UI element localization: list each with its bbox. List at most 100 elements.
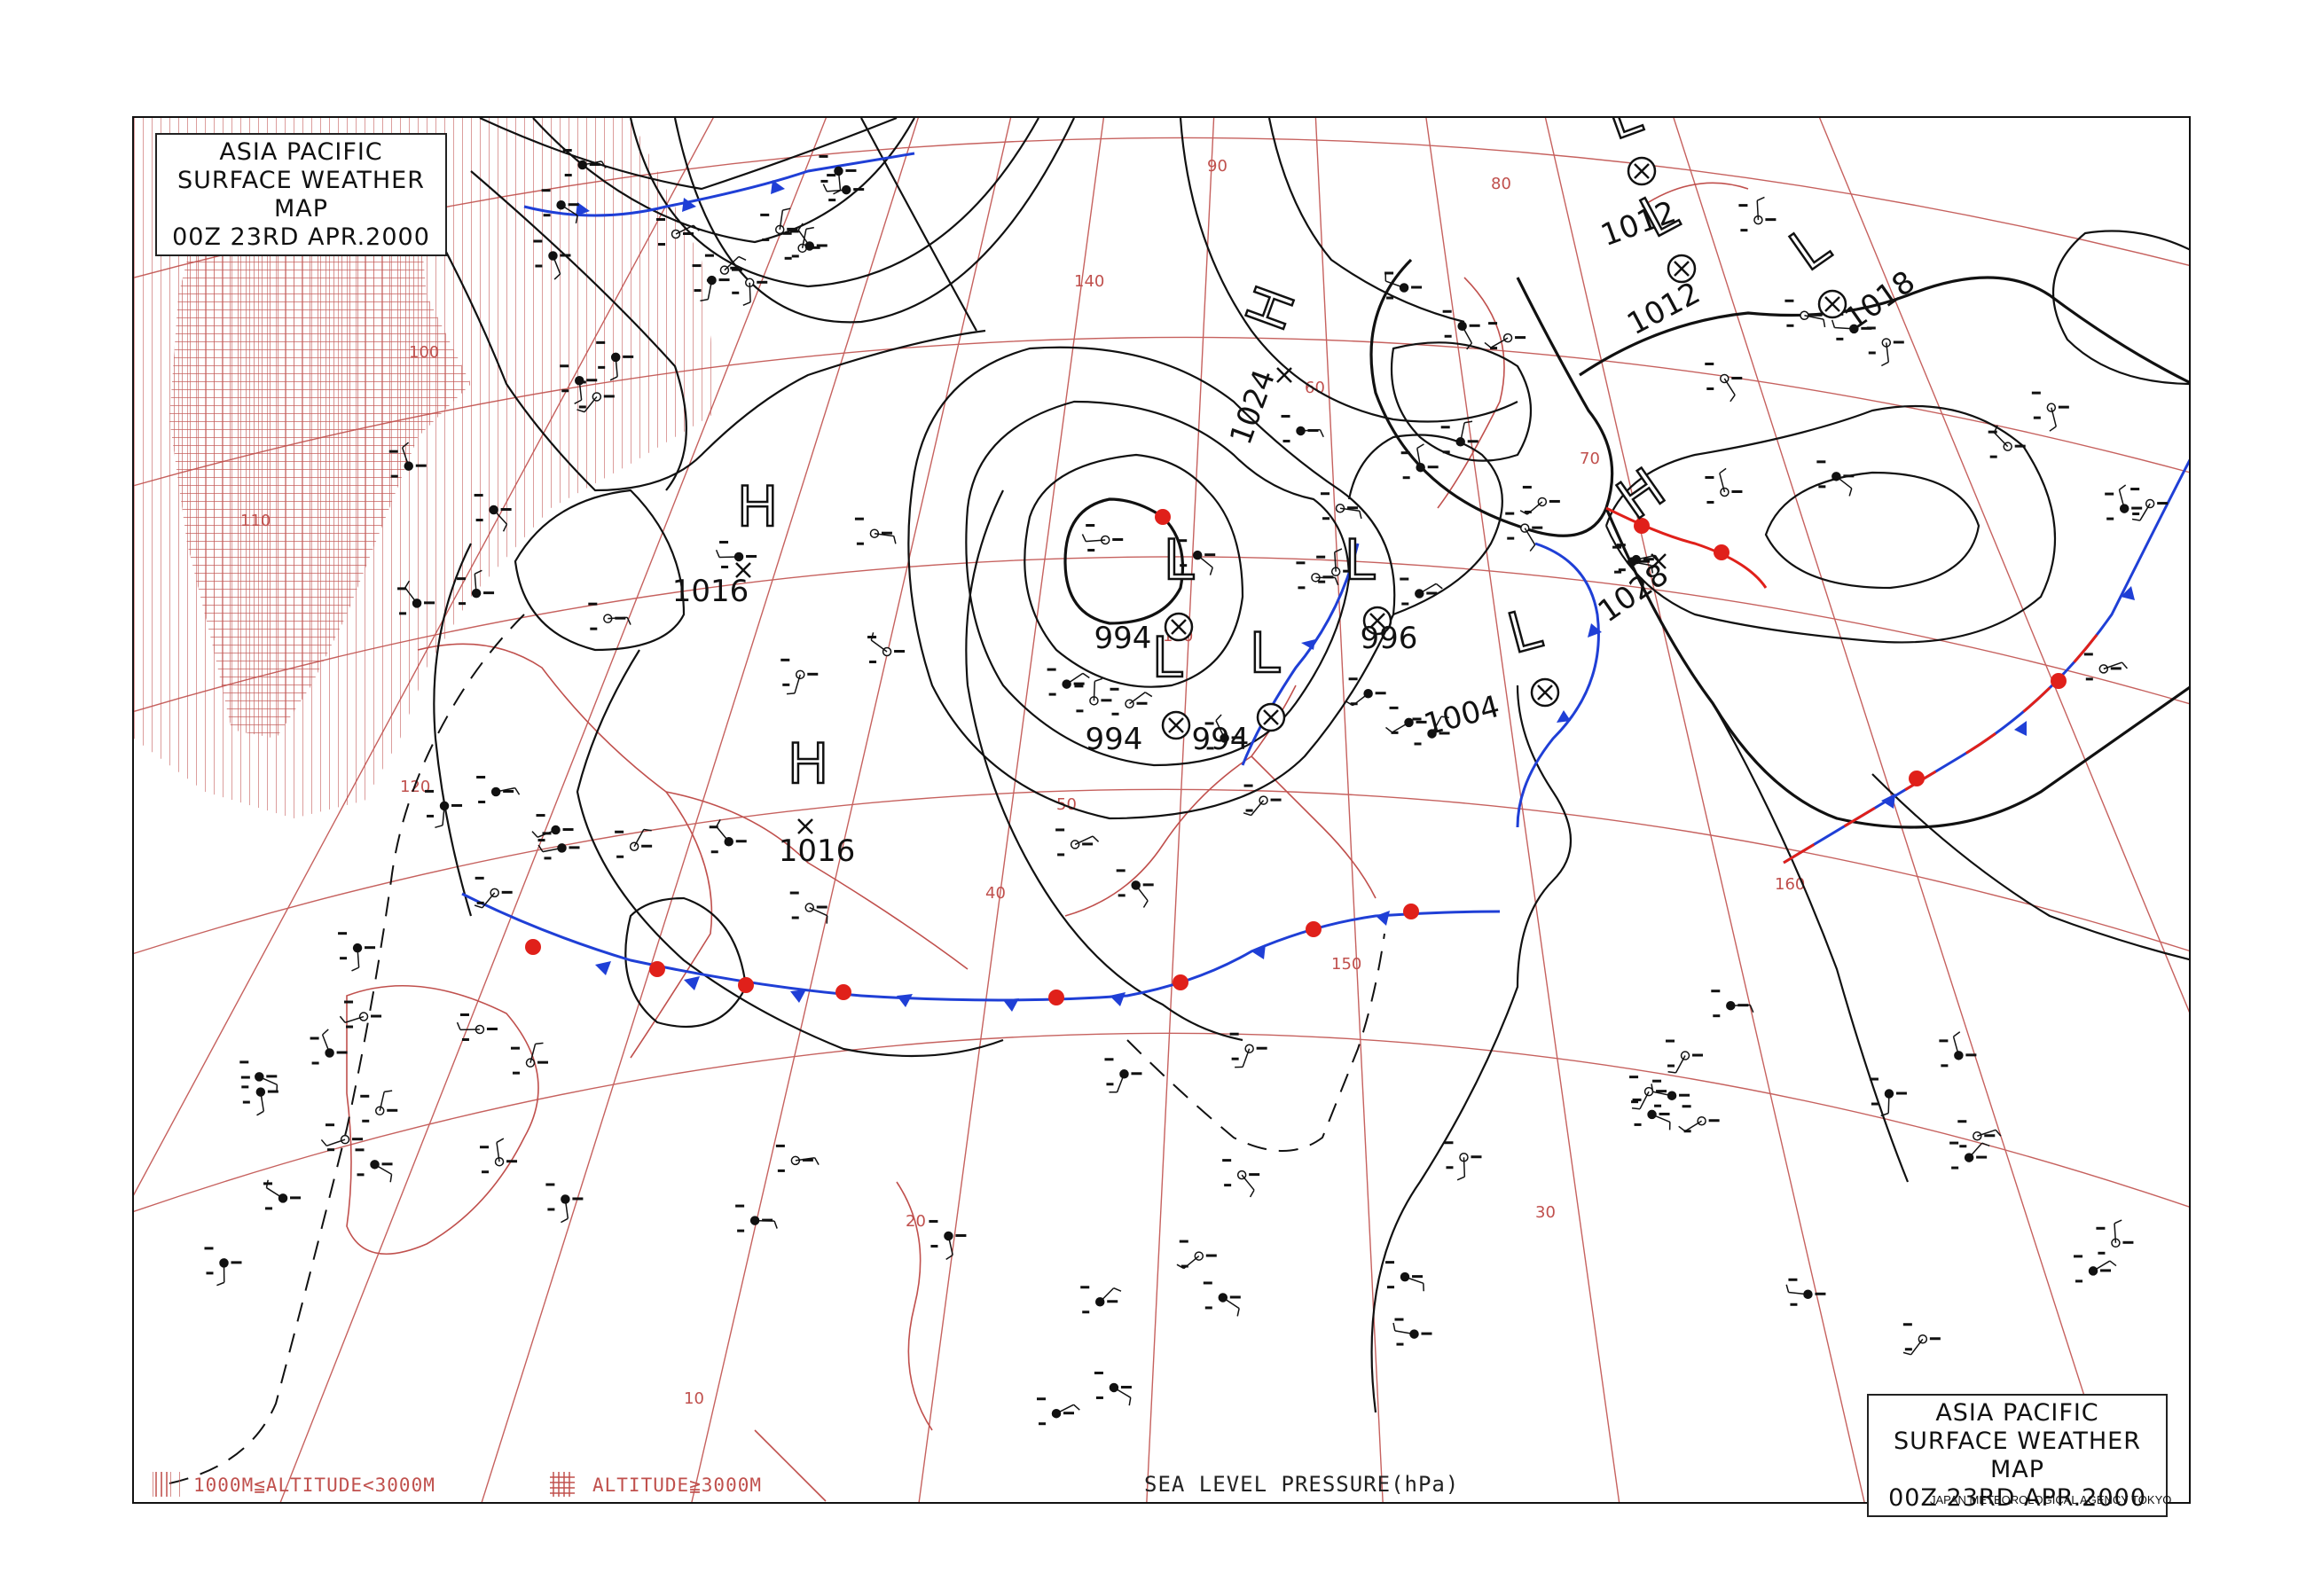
station-plot	[1988, 425, 2026, 458]
graticule-label: 50	[1056, 795, 1077, 814]
low-letter: L	[1598, 118, 1650, 153]
station-plot	[854, 517, 897, 545]
station-plot	[1281, 414, 1324, 442]
high-letter: H	[788, 732, 829, 796]
station-plot	[474, 494, 512, 532]
station-plot	[476, 775, 521, 803]
station-plot	[1104, 1058, 1142, 1093]
station-plot	[562, 149, 607, 177]
high-pressure-center: H 1024	[1223, 277, 1309, 450]
fronts	[461, 152, 2189, 1012]
station-plot	[1385, 706, 1427, 734]
station-plot	[692, 264, 730, 301]
station-plot	[2083, 653, 2128, 681]
title-line-2: SURFACE WEATHER MAP	[177, 166, 425, 223]
station-plot	[537, 832, 580, 860]
station-plot	[425, 789, 463, 829]
station-plot	[1869, 1077, 1907, 1117]
pressure-value: 996	[1361, 621, 1418, 656]
station-plot	[1705, 362, 1743, 403]
station-plot	[1081, 524, 1124, 552]
station-plot	[531, 814, 574, 842]
station-plot	[510, 1042, 548, 1075]
station-plot	[1866, 326, 1904, 367]
station-plot	[339, 1000, 382, 1029]
pressure-value: 1016	[779, 833, 856, 869]
station-plot	[1939, 1031, 1977, 1068]
high-letter: H	[737, 474, 779, 539]
graticule-label: 30	[1535, 1203, 1556, 1222]
low-letter: L	[1250, 621, 1281, 685]
station-plot	[1705, 467, 1743, 504]
weather-map: 102030405060708090100110120130140150160	[134, 118, 2189, 1502]
station-plot	[533, 239, 571, 280]
legend-swatch-low	[153, 1472, 186, 1497]
station-plot	[576, 380, 615, 413]
station-plot	[355, 1148, 393, 1183]
station-plot	[819, 154, 857, 195]
station-plot	[1178, 539, 1216, 575]
graticule-label: 10	[684, 1389, 704, 1408]
pressure-value: 994	[1086, 722, 1143, 757]
station-plot	[760, 207, 798, 241]
station-plot	[1412, 716, 1450, 746]
graticule-label: 150	[1331, 955, 1361, 974]
station-plot	[709, 819, 747, 854]
station-plot	[1678, 1105, 1720, 1133]
station-plot	[1110, 687, 1153, 716]
station-plot	[204, 1247, 242, 1287]
station-plot	[867, 632, 906, 664]
pressure-value: 1024	[1223, 365, 1282, 450]
station-plot	[789, 891, 828, 924]
graticule-label: 80	[1491, 175, 1511, 193]
station-plot	[1738, 196, 1777, 232]
station-plot	[1902, 1323, 1941, 1356]
station-plot	[1074, 677, 1112, 713]
station-plot	[656, 218, 700, 246]
station-plot	[704, 254, 747, 282]
station-plot	[1440, 420, 1479, 454]
station-plot	[2105, 484, 2143, 520]
pressure-value: 1004	[1420, 689, 1503, 743]
station-plot	[338, 932, 376, 972]
graticule-label: 70	[1580, 450, 1600, 468]
low-letter: L	[1345, 528, 1376, 592]
pressure-value: 994	[1094, 621, 1152, 656]
station-plot	[1037, 1397, 1080, 1426]
station-plot	[1203, 1281, 1241, 1317]
station-plot	[320, 1123, 364, 1152]
station-plots	[204, 149, 2169, 1426]
station-plot	[1080, 1286, 1122, 1314]
station-plot	[388, 442, 427, 478]
title-line-1-bottom: ASIA PACIFIC	[1935, 1399, 2099, 1427]
station-plot	[1392, 1318, 1432, 1346]
station-plot	[1400, 443, 1439, 480]
station-plot	[1047, 668, 1090, 696]
station-plot	[775, 1144, 820, 1172]
graticule-label: 160	[1775, 875, 1805, 894]
station-plot	[457, 569, 495, 606]
graticule-label: 90	[1207, 157, 1228, 176]
pressure-centers: L994L994L994L996L1004L1012L1012L1018H101…	[672, 118, 1922, 869]
station-plot	[715, 540, 757, 568]
map-title-box: ASIA PACIFIC SURFACE WEATHER MAP 00Z 23R…	[155, 133, 447, 257]
pressure-value: 994	[1192, 722, 1250, 757]
station-plot	[789, 223, 827, 258]
station-plot	[1094, 1371, 1132, 1406]
agency-credit: JAPAN METEOROLOGICAL AGENCY TOKYO	[1930, 1493, 2172, 1506]
station-plot	[360, 1090, 398, 1123]
low-letter: L	[1164, 528, 1195, 592]
station-plot	[1296, 561, 1339, 590]
station-plot	[263, 1179, 302, 1210]
station-plot	[1632, 1098, 1671, 1130]
station-plot	[1816, 460, 1855, 497]
station-plot	[1442, 309, 1480, 350]
high-letter: H	[1233, 278, 1308, 339]
station-plot	[310, 1029, 348, 1065]
station-plot	[780, 658, 819, 695]
station-plot	[588, 602, 631, 630]
legend-swatch-high	[550, 1472, 575, 1497]
